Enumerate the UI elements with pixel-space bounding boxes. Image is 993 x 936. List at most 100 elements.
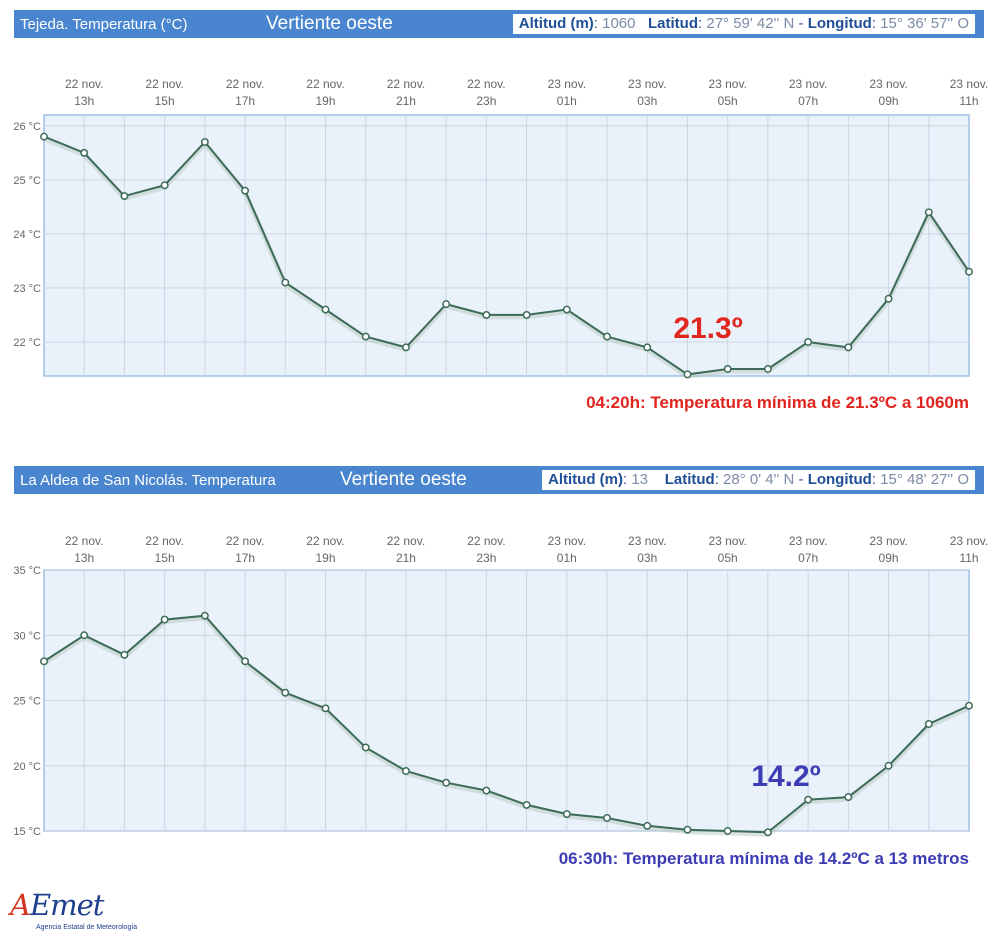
data-point (442, 778, 451, 787)
x-tick-day-label: 23 nov. (789, 77, 827, 91)
data-point (120, 650, 129, 659)
chart1-altitude-label: Altitud (m) (518, 15, 594, 32)
series-line-shadow (43, 136, 972, 380)
aemet-logo: AEmet Agencia Estatal de Meteorología (8, 888, 137, 936)
chart1-altitude-value: 1060 (602, 15, 636, 32)
data-point (482, 310, 491, 319)
chart2-longitude-label: Longitud (807, 471, 872, 488)
x-tick-hour-label: 07h (798, 551, 818, 565)
x-tick-day-label: 22 nov. (65, 534, 103, 548)
data-point (80, 631, 89, 640)
x-tick-day-label: 23 nov. (950, 77, 988, 91)
x-tick-day-label: 22 nov. (306, 77, 344, 91)
data-point (723, 365, 732, 373)
x-tick-day-label: 23 nov. (628, 534, 666, 548)
x-tick-day-label: 22 nov. (306, 534, 344, 548)
chart2-longitude-value: 15° 48' 27'' O (880, 471, 969, 488)
chart1-longitude-label: Longitud (807, 15, 872, 32)
data-point (80, 148, 89, 157)
data-point (884, 761, 893, 770)
data-point (522, 800, 531, 809)
x-tick-hour-label: 17h (235, 94, 255, 108)
x-tick-hour-label: 07h (798, 94, 818, 108)
chart2-header: La Aldea de San Nicolás. Temperatura Ver… (14, 466, 984, 494)
aemet-logo-mark: AEmet (10, 888, 104, 922)
chart2-plot: 15 °C 20 °C 25 °C 30 °C 35 °C 22 nov. 13h 22 no… (13, 534, 988, 838)
chart1-coords-box: Altitud (m): 1060 Latitud: 27° 59' 42'' … (511, 13, 976, 35)
y-tick-label: 30 °C (13, 630, 41, 642)
x-tick-hour-label: 01h (557, 94, 577, 108)
y-tick-label: 26 °C (13, 121, 41, 133)
data-point (402, 343, 410, 352)
chart1-latitude-value: 27° 59' 42'' N (706, 15, 795, 32)
data-point (643, 821, 652, 830)
data-point (361, 332, 370, 341)
data-point (482, 786, 491, 795)
data-point (522, 310, 531, 319)
data-point (723, 827, 732, 835)
x-tick-hour-label: 23h (476, 94, 496, 108)
data-point (763, 365, 772, 373)
chart2-coords-box: Altitud (m): 13 Latitud: 28° 0' 4'' N - … (541, 469, 976, 491)
chart2-slope-label: Vertiente oeste (340, 469, 467, 490)
x-tick-day-label: 23 nov. (628, 77, 666, 91)
data-point (924, 208, 933, 217)
x-tick-hour-label: 15h (155, 551, 175, 565)
chart2-min-note: 06:30h: Temperatura mínima de 14.2ºC a 1… (558, 849, 969, 868)
x-tick-hour-label: 19h (316, 94, 336, 108)
x-tick-day-label: 22 nov. (387, 77, 425, 91)
data-point (603, 814, 611, 822)
x-tick-day-label: 22 nov. (467, 77, 505, 91)
y-tick-label: 22 °C (13, 337, 41, 349)
min-temperature-label: 21.3º (673, 312, 742, 345)
y-tick-label: 25 °C (13, 175, 41, 187)
x-tick-hour-label: 05h (718, 551, 738, 565)
data-point (844, 343, 853, 352)
data-point (241, 186, 250, 195)
x-tick-hour-label: 05h (718, 94, 738, 108)
x-tick-hour-label: 21h (396, 94, 416, 108)
x-tick-hour-label: 11h (959, 94, 978, 108)
data-point (924, 720, 933, 728)
y-tick-label: 15 °C (13, 826, 41, 838)
data-point (281, 278, 290, 287)
chart1-station-title: Tejeda. Temperatura (°C) (20, 16, 188, 33)
aemet-logo-subtitle: Agencia Estatal de Meteorología (36, 924, 138, 931)
data-point (643, 343, 652, 352)
data-point (200, 138, 209, 146)
data-point (361, 743, 370, 752)
x-tick-hour-label: 01h (557, 551, 577, 565)
data-point (40, 132, 48, 141)
x-tick-day-label: 23 nov. (789, 534, 827, 548)
chart2-altitude-value: 13 (631, 471, 649, 488)
data-point (40, 657, 48, 666)
x-tick-hour-label: 03h (637, 551, 657, 565)
x-tick-day-label: 23 nov. (950, 534, 988, 548)
x-tick-day-label: 22 nov. (226, 534, 264, 548)
data-point (160, 615, 169, 624)
data-point (120, 192, 129, 201)
data-point (321, 704, 330, 713)
data-point (321, 305, 330, 314)
x-tick-day-label: 22 nov. (145, 534, 183, 548)
x-tick-day-label: 22 nov. (387, 534, 425, 548)
y-tick-label: 20 °C (13, 761, 41, 773)
y-tick-label: 23 °C (13, 283, 41, 295)
x-tick-day-label: 23 nov. (708, 77, 746, 91)
chart1-plot: 22 °C 23 °C 24 °C 25 °C 26 °C 22 nov. 13h 22 no… (13, 77, 988, 380)
data-point (281, 688, 290, 697)
series-line (43, 614, 970, 834)
plot-area (43, 114, 970, 377)
x-tick-hour-label: 15h (155, 94, 175, 108)
y-tick-label: 35 °C (13, 565, 41, 577)
chart1-min-note: 04:20h: Temperatura mínima de 21.3ºC a 1… (586, 393, 969, 412)
data-point (241, 657, 250, 666)
x-tick-day-label: 22 nov. (65, 77, 103, 91)
chart1-longitude-value: 15° 36' 57'' O (880, 15, 969, 32)
data-point (603, 332, 611, 341)
x-tick-hour-label: 03h (637, 94, 657, 108)
chart2-altitude-label: Altitud (m) (548, 471, 623, 488)
data-point (683, 825, 692, 834)
data-point (442, 300, 451, 309)
data-point (965, 701, 973, 710)
